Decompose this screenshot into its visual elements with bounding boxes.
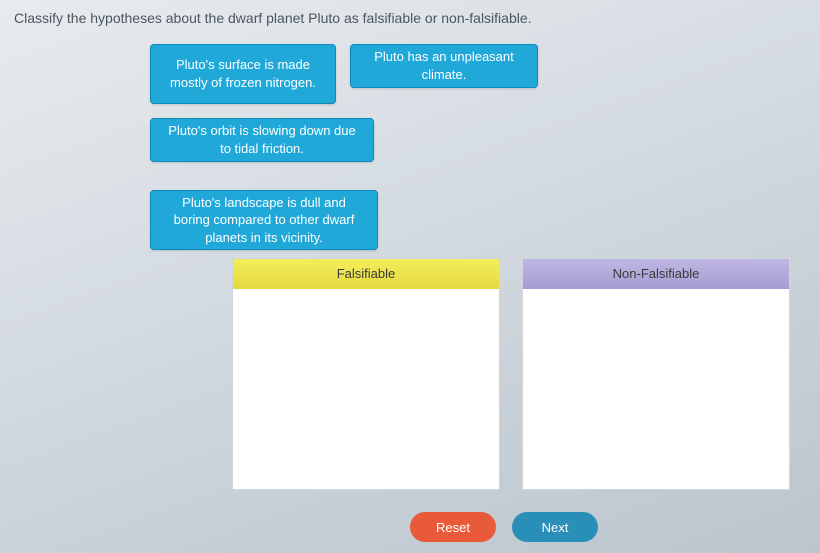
hypothesis-tile-dull-landscape[interactable]: Pluto's landscape is dull and boring com… <box>150 190 378 250</box>
drop-zones: Falsifiable Non-Falsifiable <box>232 258 790 490</box>
dropzone-body-falsifiable[interactable] <box>233 289 499 489</box>
dropzone-body-non-falsifiable[interactable] <box>523 289 789 489</box>
hypothesis-tile-tidal-friction[interactable]: Pluto's orbit is slowing down due to tid… <box>150 118 374 162</box>
reset-button[interactable]: Reset <box>410 512 496 542</box>
dropzone-non-falsifiable[interactable]: Non-Falsifiable <box>522 258 790 490</box>
dropzone-header-non-falsifiable: Non-Falsifiable <box>523 259 789 289</box>
dropzone-falsifiable[interactable]: Falsifiable <box>232 258 500 490</box>
hypothesis-tile-frozen-nitrogen[interactable]: Pluto's surface is made mostly of frozen… <box>150 44 336 104</box>
question-prompt: Classify the hypotheses about the dwarf … <box>0 0 820 26</box>
draggable-tiles-area: Pluto's surface is made mostly of frozen… <box>0 26 700 250</box>
dropzone-header-falsifiable: Falsifiable <box>233 259 499 289</box>
next-button[interactable]: Next <box>512 512 598 542</box>
hypothesis-tile-unpleasant-climate[interactable]: Pluto has an unpleasant climate. <box>350 44 538 88</box>
action-buttons: Reset Next <box>410 512 598 542</box>
